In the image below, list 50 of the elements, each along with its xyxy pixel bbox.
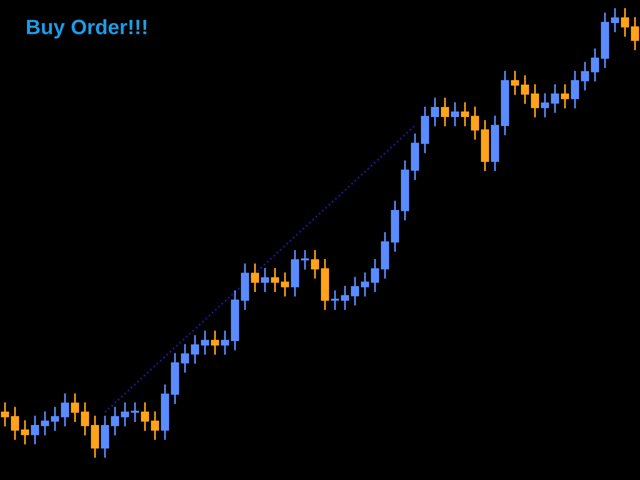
candlestick bbox=[280, 272, 290, 297]
candlestick bbox=[610, 8, 620, 32]
candlestick bbox=[510, 70, 520, 95]
candlestick bbox=[430, 98, 440, 126]
candlestick bbox=[580, 62, 590, 90]
candlestick bbox=[30, 416, 40, 444]
candlestick bbox=[40, 411, 50, 436]
candlestick bbox=[260, 268, 270, 292]
candlestick bbox=[210, 330, 220, 355]
candlestick bbox=[470, 106, 480, 140]
candlestick bbox=[310, 250, 320, 279]
candlestick bbox=[360, 272, 370, 297]
candlestick bbox=[10, 406, 20, 440]
candlestick bbox=[630, 17, 640, 50]
candlestick bbox=[20, 420, 30, 444]
candlestick bbox=[150, 411, 160, 440]
candlestick bbox=[80, 402, 90, 436]
candlestick bbox=[300, 250, 310, 270]
candlestick bbox=[60, 393, 70, 426]
candlestick bbox=[540, 93, 550, 118]
candlestick bbox=[190, 335, 200, 364]
candlestick bbox=[560, 84, 570, 108]
candlestick bbox=[100, 416, 110, 458]
candlestick bbox=[520, 75, 530, 104]
chart-title: Buy Order!!! bbox=[26, 19, 146, 39]
candlestick bbox=[550, 84, 560, 113]
candlestick bbox=[460, 102, 470, 126]
candlestick bbox=[130, 402, 140, 422]
candlestick bbox=[370, 259, 380, 292]
candlestick bbox=[450, 102, 460, 126]
candlestick bbox=[110, 406, 120, 436]
candlestick bbox=[180, 344, 190, 373]
candlestick bbox=[340, 286, 350, 310]
candlestick bbox=[220, 330, 230, 355]
candlestick bbox=[50, 406, 60, 431]
candlestick bbox=[440, 98, 450, 126]
candlestick bbox=[200, 330, 210, 355]
candlestick bbox=[250, 263, 260, 292]
candlestick bbox=[620, 8, 630, 37]
candlestick bbox=[270, 268, 280, 292]
candlestick bbox=[570, 70, 580, 108]
candlestick bbox=[530, 84, 540, 118]
candlestick bbox=[0, 402, 10, 426]
candlestick bbox=[140, 402, 150, 431]
candlestick bbox=[350, 276, 360, 306]
candlestick bbox=[90, 416, 100, 458]
candlestick bbox=[590, 48, 600, 82]
candlestick bbox=[330, 290, 340, 310]
candlestick bbox=[120, 402, 130, 426]
candlestick bbox=[70, 393, 80, 422]
